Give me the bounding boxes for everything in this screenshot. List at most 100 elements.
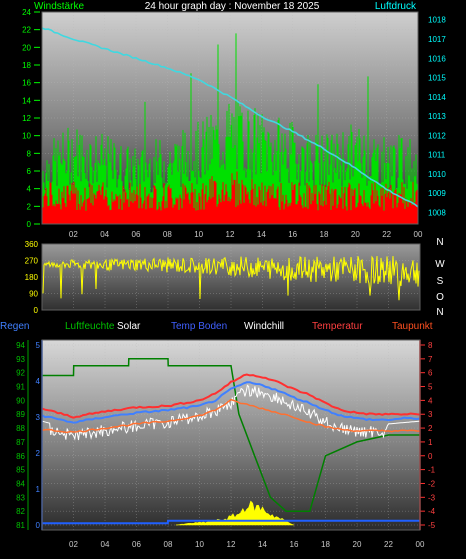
humidity-tick-label: 86 [16,452,25,461]
temp-tick-label: 5 [428,383,433,392]
dewpoint-line [41,398,421,434]
temp-tick-label: 8 [428,341,433,350]
wind-x-tick-label: 20 [351,230,360,239]
direction-tick-label: 270 [25,257,39,266]
temp-tick-label: 6 [428,369,433,378]
wind-tick-label: 2 [27,202,32,211]
direction-tick-label: 0 [34,306,39,315]
temp-x-tick-label: 20 [353,540,362,549]
temp-tick-label: -2 [428,479,436,488]
temperature-panel-frame [41,339,421,531]
humidity-tick-label: 87 [16,438,25,447]
temp-tick-label: -3 [428,493,436,502]
wind-x-tick-label: 22 [382,230,391,239]
temp-x-tick-label: 08 [164,540,173,549]
humidity-tick-label: 83 [16,493,25,502]
temp-x-tick-label: 22 [384,540,393,549]
rain-tick-label: 0 [36,521,41,530]
temperature-series [41,358,421,526]
wind-x-tick-label: 16 [288,230,297,239]
temp-x-tick-label: 04 [101,540,110,549]
legend-humidity: Luftfeuchte [65,321,115,332]
humidity-tick-label: 90 [16,396,25,405]
temp-tick-label: 0 [428,452,433,461]
rain-tick-label: 1 [36,485,41,494]
wind-x-tick-label: 10 [194,230,203,239]
legend-ground-temp: Temp Boden [171,321,227,332]
pressure-tick-label: 1012 [428,131,446,140]
temp-x-tick-label: 14 [258,540,267,549]
temp-x-tick-label: 00 [416,540,425,549]
wind-tick-label: 18 [22,61,31,70]
humidity-tick-label: 84 [16,479,25,488]
humidity-tick-label: 82 [16,507,25,516]
legend-rain: Regen [0,321,29,332]
wind-tick-label: 0 [27,220,32,229]
temp-tick-label: 4 [428,396,433,405]
solar-area [175,500,295,526]
wind-series [41,27,419,224]
temperature-panel-plot-area [42,340,420,530]
temp-x-tick-label: 10 [195,540,204,549]
humidity-line [42,358,420,512]
direction-tick-label: 90 [29,290,38,299]
temp-tick-label: 3 [428,410,433,419]
humidity-tick-label: 81 [16,521,25,530]
wind-panel-frame [41,11,419,225]
humidity-tick-label: 92 [16,369,25,378]
temp-tick-label: -1 [428,466,436,475]
direction-tick-label: 180 [25,273,39,282]
wind-tick-label: 8 [27,149,32,158]
compass-label: N [436,237,443,248]
rain-tick-label: 4 [36,377,41,386]
rain-tick-label: 2 [36,449,41,458]
direction-line [42,255,420,301]
compass-label: O [436,292,444,303]
humidity-tick-label: 91 [16,383,25,392]
pressure-tick-label: 1016 [428,54,446,63]
wind-tick-label: 6 [27,167,32,176]
wind-tick-label: 20 [22,43,31,52]
wind-axis-title: Windstärke [34,1,84,12]
wind-x-tick-label: 08 [163,230,172,239]
rain-line [42,519,420,525]
axes: 0246810121416182022241008100910101011101… [16,8,446,549]
temperature-line [41,373,421,419]
pressure-axis-title: Luftdruck [375,1,417,12]
wind-x-tick-label: 14 [257,230,266,239]
temp-tick-label: 1 [428,438,433,447]
temp-x-tick-label: 06 [132,540,141,549]
humidity-tick-label: 89 [16,410,25,419]
wind-tick-label: 24 [22,8,31,17]
legend-dewpoint: Taupunkt [392,321,433,332]
windchill-line [41,384,421,441]
pressure-tick-label: 1015 [428,74,446,83]
direction-panel-frame [41,243,421,311]
temp-x-tick-label: 02 [69,540,78,549]
wind-tick-label: 22 [22,26,31,35]
direction-series [42,255,420,301]
humidity-tick-label: 94 [16,341,25,350]
wind-x-tick-label: 06 [132,230,141,239]
pressure-tick-label: 1010 [428,170,446,179]
direction-tick-label: 360 [25,240,39,249]
temp-tick-label: 2 [428,424,433,433]
wind-x-tick-label: 12 [226,230,235,239]
wind-tick-label: 12 [22,114,31,123]
temp-tick-label: 7 [428,355,433,364]
pressure-tick-label: 1018 [428,16,446,25]
wind-x-tick-label: 04 [100,230,109,239]
pressure-tick-label: 1017 [428,35,446,44]
pressure-tick-label: 1014 [428,93,446,102]
chart-title: 24 hour graph day : November 18 2025 [145,1,320,12]
wind-x-tick-label: 00 [414,230,423,239]
wind-tick-label: 4 [27,185,32,194]
temp-x-tick-label: 12 [227,540,236,549]
temp-tick-label: -4 [428,507,436,516]
wind-tick-label: 14 [22,96,31,105]
compass-label: S [437,276,444,287]
rain-tick-label: 3 [36,413,41,422]
wind-tick-label: 10 [22,132,31,141]
